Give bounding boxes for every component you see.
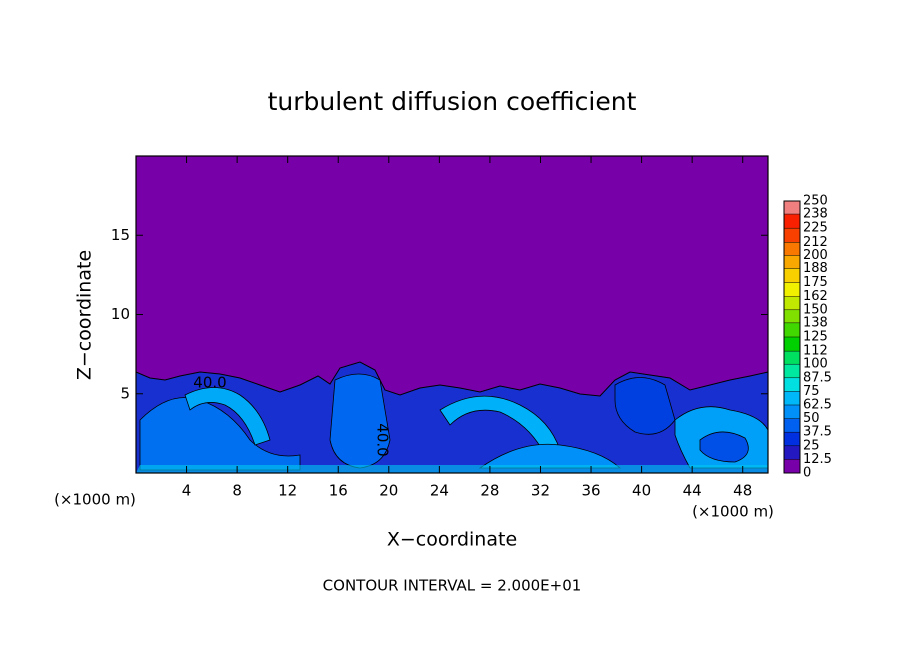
field-region [614,377,676,435]
x-tick-label: 12 [278,482,297,500]
y-axis-label: Z−coordinate [74,250,96,380]
colorbar-label: 138 [803,315,828,330]
contour-interval: CONTOUR INTERVAL = 2.000E+01 [323,577,582,595]
contour-label: 40.0 [374,423,392,456]
y-unit-label: (×1000 m) [54,491,136,509]
colorbar-segment [784,337,800,352]
field-region [699,431,749,463]
colorbar-label: 250 [803,194,828,209]
x-tick-label: 44 [683,482,702,500]
field-region [478,443,622,469]
field-region [184,387,271,446]
x-tick-label: 24 [430,482,449,500]
x-axis-label: X−coordinate [387,529,517,551]
colorbar-label: 150 [803,302,828,317]
colorbar-segment [784,418,800,433]
colorbar-label: 162 [803,289,828,304]
colorbar-label: 175 [803,275,828,290]
y-tick-label: 5 [120,384,130,402]
x-tick-label: 40 [632,482,651,500]
field-region [136,465,768,473]
colorbar-label: 87.5 [803,370,832,385]
y-tick-label: 15 [111,226,130,244]
colorbar-label: 12.5 [803,452,832,467]
colorbar-segment [784,242,800,256]
colorbar-label: 238 [803,207,828,222]
colorbar-label: 188 [803,261,828,276]
colorbar-label: 112 [803,344,828,359]
colorbar-segment [784,255,800,269]
colorbar-segment [784,459,800,473]
chart-title: turbulent diffusion coefficient [268,87,637,116]
colorbar-segment [784,322,800,337]
x-tick-label: 8 [232,482,242,500]
colorbar-segment [784,364,800,378]
colorbar-label: 225 [803,221,828,236]
contour-label: 40.0 [193,374,226,392]
contour-field: 40.0 40.0 [135,156,769,474]
x-tick-label: 36 [581,482,600,500]
x-tick-label: 4 [182,482,192,500]
x-tick-label: 28 [480,482,499,500]
x-tick-label: 20 [379,482,398,500]
colorbar-label: 200 [803,248,828,263]
colorbar-segment [784,405,800,419]
colorbar-segment [784,351,800,365]
colorbar-segment [784,282,800,297]
colorbar-segment [784,296,800,310]
y-tick-label: 10 [111,305,130,323]
field-region [139,397,301,471]
x-tick-label: 32 [531,482,550,500]
colorbar-label: 50 [803,411,820,426]
colorbar-segment [784,268,800,283]
x-tick-label: 48 [733,482,752,500]
x-unit-label: (×1000 m) [692,503,774,521]
colorbar-segment [784,445,800,460]
colorbar-segment [784,432,800,446]
colorbar-segment [784,214,800,229]
colorbar-label: 100 [803,357,828,372]
colorbar-label: 75 [803,384,820,399]
colorbar-label: 37.5 [803,425,832,440]
colorbar-label: 62.5 [803,398,832,413]
colorbar-segment [784,391,800,405]
colorbar-label: 125 [803,330,828,345]
field-region [329,373,391,469]
colorbar-segment [784,228,800,243]
x-tick-label: 16 [329,482,348,500]
colorbar-segment [784,377,800,392]
colorbar-segment [784,309,800,323]
colorbar-label: 25 [803,438,820,453]
colorbar-label: 0 [803,466,811,481]
colorbar-segment [784,201,800,215]
colorbar-label: 212 [803,235,828,250]
